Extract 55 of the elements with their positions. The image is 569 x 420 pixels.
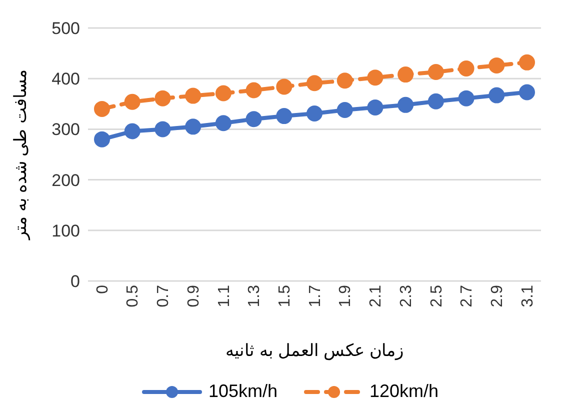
x-tick-label: 2.9 xyxy=(489,284,506,308)
x-tick-label: 0 xyxy=(94,284,112,294)
x-tick-label: 2.5 xyxy=(428,284,446,308)
y-tick-label: 0 xyxy=(70,272,80,292)
point xyxy=(154,90,171,106)
point xyxy=(519,84,535,100)
point xyxy=(94,100,110,117)
y-tick-label: 100 xyxy=(52,221,80,240)
point xyxy=(398,66,414,83)
y-tick-label: 300 xyxy=(52,120,80,140)
point xyxy=(246,82,262,98)
point xyxy=(398,96,414,113)
point xyxy=(367,70,384,86)
x-tick-label: 1.1 xyxy=(216,284,233,308)
point xyxy=(185,118,202,135)
x-tick-label: 0.7 xyxy=(155,284,172,308)
x-tick-label: 2.1 xyxy=(368,284,385,308)
legend-label: 105km/h xyxy=(208,381,278,402)
point xyxy=(154,121,171,138)
point xyxy=(215,115,232,132)
y-tick-label: 500 xyxy=(52,19,80,38)
x-tick-label: 2.7 xyxy=(458,284,476,308)
point xyxy=(488,87,505,104)
x-tick-label: 0.5 xyxy=(124,284,142,308)
point xyxy=(306,106,322,122)
point xyxy=(488,57,505,74)
point xyxy=(367,99,384,116)
point xyxy=(306,75,322,92)
point xyxy=(185,88,202,104)
point xyxy=(458,90,474,106)
point xyxy=(458,60,474,76)
legend-label: 120km/h xyxy=(370,381,439,402)
point xyxy=(336,72,353,89)
point xyxy=(94,131,110,148)
point xyxy=(519,54,535,70)
x-tick-label: 0.9 xyxy=(185,284,202,308)
point xyxy=(276,108,292,124)
point xyxy=(428,93,444,110)
point xyxy=(124,123,140,140)
x-axis-title: زمان عکس العمل به ثانیه xyxy=(226,341,404,361)
y-axis-title: مسافت طی شده به متر xyxy=(11,70,32,240)
point xyxy=(246,111,262,128)
x-tick-label: 1.9 xyxy=(337,284,354,308)
x-tick-label: 3.1 xyxy=(519,284,536,308)
x-tick-label: 1.5 xyxy=(276,284,294,308)
x-tick-label: 1.7 xyxy=(306,284,324,308)
point xyxy=(124,94,140,110)
point xyxy=(276,78,292,95)
point xyxy=(336,102,353,118)
x-tick-label: 2.3 xyxy=(398,284,415,308)
x-tick-label: 1.3 xyxy=(246,284,264,308)
point xyxy=(428,64,444,80)
y-tick-label: 200 xyxy=(52,170,80,190)
y-tick-label: 400 xyxy=(52,70,80,89)
point xyxy=(215,85,232,102)
